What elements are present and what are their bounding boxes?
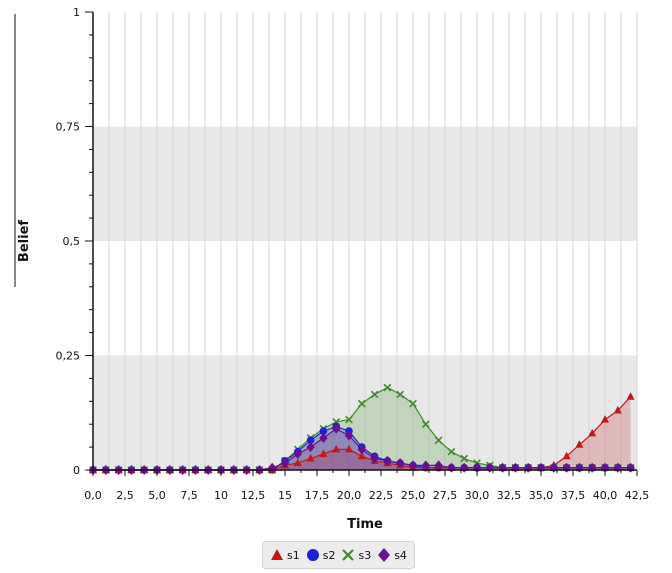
x-tick-label: 0,0: [84, 489, 102, 502]
data-point-s4: [306, 442, 315, 453]
tick-labels: 0,0 2,5 5,0 7,5 10 12,5 15 17,5 20,0 22,5 25,0 27,5…: [56, 6, 650, 502]
legend-label: s2: [322, 548, 336, 562]
y-tick-label: 0,75: [56, 121, 81, 134]
area-s3: [93, 387, 631, 470]
circle-icon: [306, 549, 319, 561]
x-tick-label: 7,5: [180, 489, 198, 502]
data-point-s4: [396, 458, 405, 469]
x-tick-label: 12,5: [241, 489, 266, 502]
series-markers: [88, 383, 635, 475]
x-tick-label: 30,0: [465, 489, 490, 502]
legend-label: s1: [287, 548, 300, 562]
y-tick-label: 1: [73, 6, 80, 19]
data-point-s4: [293, 448, 302, 459]
data-point-s3: [409, 399, 417, 408]
data-point-s4: [613, 462, 622, 473]
data-point-s4: [588, 462, 597, 473]
x-tick-label: 17,5: [305, 489, 330, 502]
data-point-s3: [345, 415, 353, 424]
data-point-s1: [562, 451, 571, 460]
data-point-s1: [588, 428, 597, 437]
x-tick-label: 42,5: [625, 489, 650, 502]
data-point-s4: [357, 444, 366, 455]
x-tick-label: 25,0: [401, 489, 426, 502]
data-point-s4: [549, 462, 558, 473]
data-point-s1: [293, 458, 302, 467]
data-point-s3: [370, 390, 379, 399]
data-point-s3: [357, 399, 366, 408]
x-tick-label: 20,0: [337, 489, 362, 502]
area-s1: [93, 396, 631, 470]
data-point-s3: [383, 383, 392, 392]
y-axis-title: Belief: [17, 220, 32, 262]
data-point-s4: [344, 430, 354, 441]
legend-item-s4[interactable]: s4: [377, 548, 407, 562]
legend: s1 s2 s3 s4: [262, 541, 415, 569]
data-point-s1: [601, 415, 609, 423]
x-tick-label: 35,0: [529, 489, 554, 502]
x-axis-title: Time: [347, 517, 383, 532]
legend-label: s3: [358, 548, 372, 562]
data-point-s1: [626, 392, 635, 400]
x-tick-label: 27,5: [433, 489, 458, 502]
y-tick-label: 0,25: [56, 350, 81, 363]
y-tick-label: 0,5: [63, 235, 81, 248]
data-point-s3: [434, 436, 443, 445]
data-point-s4: [332, 423, 341, 434]
legend-label: s4: [394, 548, 407, 562]
x-tick-label: 22,5: [369, 489, 394, 502]
legend-item-s2[interactable]: s2: [306, 548, 336, 562]
data-point-s4: [370, 453, 379, 464]
data-point-s3: [460, 454, 469, 463]
legend-item-s3[interactable]: s3: [341, 548, 371, 562]
data-point-s1: [319, 449, 328, 457]
x-tick-label: 32,5: [497, 489, 522, 502]
vertical-gridlines: [108, 12, 638, 470]
data-point-s1: [306, 454, 315, 462]
y-tick-label: 0: [73, 464, 80, 477]
diamond-icon: [378, 548, 391, 562]
x-tick-label: 2,5: [116, 489, 134, 502]
data-point-s4: [421, 460, 430, 471]
x-tick-label: 15: [278, 489, 292, 502]
data-point-s1: [613, 405, 622, 414]
x-tick-label: 37,5: [561, 489, 586, 502]
data-point-s4: [383, 455, 392, 466]
data-point-s4: [524, 462, 533, 473]
data-point-s3: [396, 390, 405, 399]
x-tick-label: 40,0: [593, 489, 618, 502]
cross-icon: [342, 549, 355, 561]
data-point-s4: [408, 460, 418, 471]
data-point-s4: [280, 458, 290, 469]
data-point-s3: [421, 420, 430, 429]
data-point-s4: [434, 460, 443, 471]
x-tick-label: 10: [214, 489, 228, 502]
x-tick-label: 5,0: [148, 489, 166, 502]
data-point-s2: [306, 436, 315, 445]
data-point-s3: [447, 447, 456, 456]
data-point-s1: [332, 444, 341, 453]
data-point-s1: [357, 451, 366, 460]
data-point-s4: [319, 432, 328, 443]
data-point-s1: [345, 444, 353, 453]
legend-item-s1[interactable]: s1: [270, 548, 300, 562]
data-point-s2: [319, 427, 328, 435]
data-point-s1: [575, 440, 584, 448]
axes: [14, 11, 638, 476]
triangle-icon: [271, 549, 283, 560]
